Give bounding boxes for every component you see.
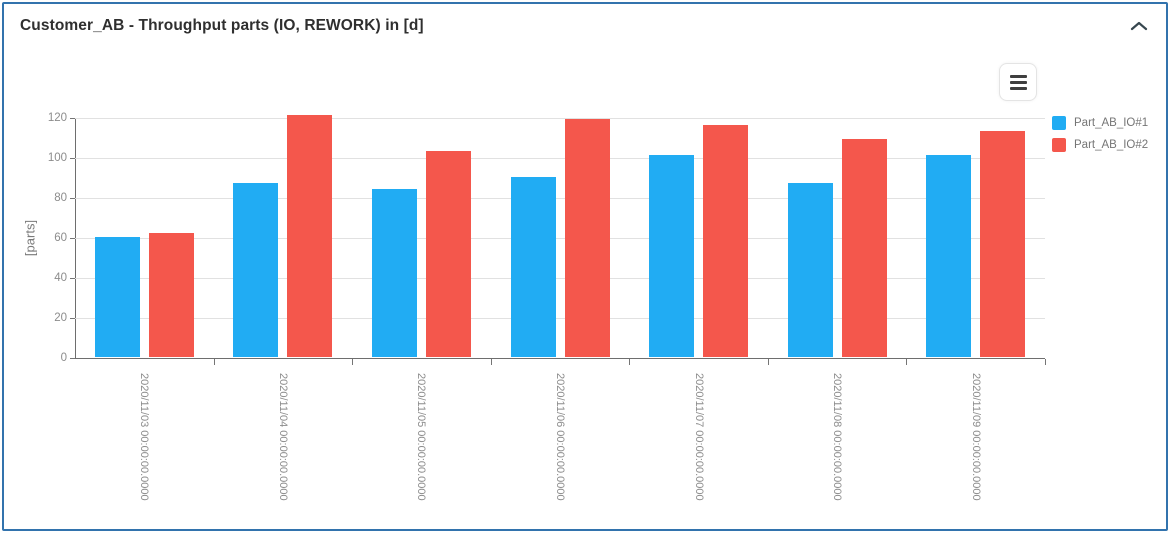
grid-line <box>75 117 1045 119</box>
grid-line <box>75 237 1045 239</box>
bar[interactable] <box>564 119 610 357</box>
bar[interactable] <box>371 189 417 357</box>
y-tick <box>70 358 75 359</box>
panel-header: Customer_AB - Throughput parts (IO, REWO… <box>4 4 1166 48</box>
collapse-button[interactable] <box>1124 12 1154 40</box>
y-tick <box>70 158 75 159</box>
x-tick-label-text: 2020/11/09 00:00:00.0000 <box>969 373 982 501</box>
y-tick <box>70 318 75 319</box>
y-tick-label: 60 <box>54 232 67 244</box>
x-tick <box>629 359 631 365</box>
x-tick-label: 2020/11/05 00:00:00.0000 <box>415 369 555 501</box>
legend: Part_AB_IO#1 Part_AB_IO#2 <box>1052 116 1148 152</box>
bar[interactable] <box>980 131 1026 357</box>
x-tick-label: 2020/11/08 00:00:00.0000 <box>831 369 971 501</box>
grid-line <box>75 317 1045 319</box>
x-tick-label-text: 2020/11/03 00:00:00.0000 <box>138 373 151 501</box>
x-tick-label: 2020/11/06 00:00:00.0000 <box>554 369 694 501</box>
x-tick-label: 2020/11/03 00:00:00.0000 <box>138 369 278 501</box>
chevron-up-icon <box>1130 19 1148 34</box>
x-tick-label-text: 2020/11/06 00:00:00.0000 <box>554 373 566 501</box>
bar[interactable] <box>425 151 471 357</box>
x-tick-label: 2020/11/07 00:00:00.0000 <box>693 369 833 501</box>
x-tick-label-text: 2020/11/04 00:00:00.0000 <box>276 373 289 501</box>
bar[interactable] <box>510 177 556 357</box>
y-tick-label: 20 <box>54 312 67 324</box>
hamburger-menu-icon <box>1009 74 1027 90</box>
chart-area: [parts] 0 20 40 60 80 100 120 2020/11/03 00:00:… <box>23 112 1046 501</box>
x-tick-label: 2020/11/04 00:00:00.0000 <box>277 369 417 501</box>
bar[interactable] <box>148 233 194 357</box>
grid-line <box>75 197 1045 199</box>
legend-item[interactable]: Part_AB_IO#2 <box>1052 138 1148 152</box>
y-tick <box>70 278 75 279</box>
y-tick <box>70 118 75 119</box>
legend-swatch <box>1052 138 1066 152</box>
legend-swatch <box>1052 116 1066 130</box>
chart-menu-button[interactable] <box>999 63 1037 101</box>
grid-line <box>75 157 1045 159</box>
x-tick-label-text: 2020/11/08 00:00:00.0000 <box>831 373 844 501</box>
bar[interactable] <box>787 183 833 357</box>
x-axis-line <box>75 358 1045 359</box>
y-tick-label: 80 <box>54 192 67 204</box>
legend-item[interactable]: Part_AB_IO#1 <box>1052 116 1148 130</box>
x-tick-label-text: 2020/11/05 00:00:00.0000 <box>415 373 428 501</box>
plot-area: 0 20 40 60 80 100 120 2020/11/03 00:00:00.0000 2… <box>48 112 1046 501</box>
y-tick-label: 40 <box>54 272 67 284</box>
bar[interactable] <box>703 125 749 357</box>
y-tick <box>70 198 75 199</box>
x-tick <box>213 359 215 365</box>
grid-line <box>75 277 1045 279</box>
y-tick-label: 120 <box>47 112 67 124</box>
legend-label: Part_AB_IO#1 <box>1074 117 1149 129</box>
x-tick-label: 2020/11/09 00:00:00.0000 <box>970 369 1110 501</box>
y-tick <box>70 238 75 239</box>
bar[interactable] <box>926 155 972 357</box>
y-tick-label: 100 <box>47 152 67 164</box>
bar[interactable] <box>841 139 887 357</box>
panel-title: Customer_AB - Throughput parts (IO, REWO… <box>20 17 424 34</box>
y-axis-line <box>75 118 76 359</box>
bar[interactable] <box>287 115 333 357</box>
bar[interactable] <box>94 237 140 357</box>
x-tick-label-text: 2020/11/07 00:00:00.0000 <box>692 373 705 501</box>
x-tick <box>352 359 354 365</box>
x-tick <box>490 359 492 365</box>
x-tick <box>767 359 769 365</box>
legend-label: Part_AB_IO#2 <box>1074 139 1149 151</box>
y-tick-label: 0 <box>60 352 67 364</box>
x-tick <box>1045 359 1046 365</box>
bar[interactable] <box>233 183 279 357</box>
bar[interactable] <box>649 155 695 357</box>
x-tick <box>906 359 908 365</box>
